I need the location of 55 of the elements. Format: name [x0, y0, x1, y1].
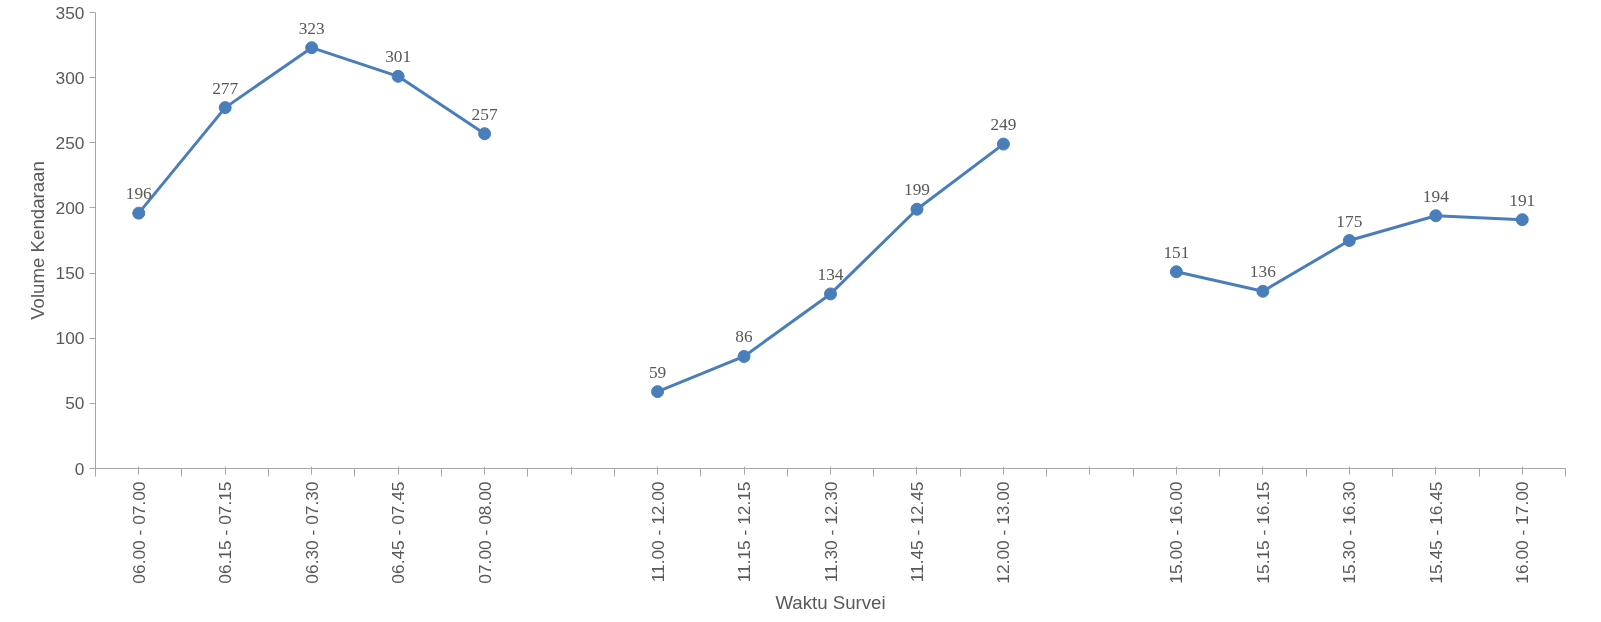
- x-tick-label: 06.15 - 07.15: [215, 481, 236, 584]
- y-tick-label: 150: [55, 263, 85, 284]
- data-label: 249: [990, 115, 1017, 135]
- data-label: 301: [385, 47, 412, 67]
- x-tick-label: 15.30 - 16.30: [1339, 481, 1360, 584]
- data-label: 175: [1336, 211, 1363, 231]
- data-label: 136: [1249, 262, 1277, 282]
- x-tick-label: 15.45 - 16.45: [1425, 481, 1446, 584]
- y-tick-label: 100: [55, 328, 85, 349]
- x-tick-label: 11.00 - 12.00: [647, 481, 668, 583]
- point: [651, 385, 665, 399]
- x-tick-label: 07.00 - 08.00: [474, 481, 495, 584]
- y-tick-label: 350: [55, 2, 85, 23]
- data-label: 134: [817, 264, 844, 284]
- y-axis-title: Volume Kendaraan: [26, 161, 48, 320]
- x-tick-label: 11.15 - 12.15: [734, 481, 755, 583]
- x-axis-title: Waktu Survei: [775, 591, 886, 613]
- data-label: 277: [212, 78, 239, 98]
- point: [1342, 234, 1356, 247]
- data-label: 194: [1422, 186, 1450, 206]
- x-tick-label: 06.30 - 07.30: [301, 481, 322, 584]
- x-tick-label: 16.00 - 17.00: [1512, 481, 1533, 584]
- data-label: 59: [648, 362, 667, 382]
- point: [1429, 209, 1443, 223]
- point: [218, 101, 232, 115]
- x-tick-label: 12.00 - 13.00: [993, 481, 1014, 584]
- point: [132, 206, 146, 220]
- y-tick-label: 250: [55, 132, 85, 153]
- y-tick-label: 200: [55, 197, 85, 218]
- x-tick-label: 11.45 - 12.45: [906, 481, 927, 583]
- data-label: 86: [735, 327, 754, 347]
- point: [305, 41, 319, 55]
- y-tick-label: 300: [55, 67, 85, 88]
- x-tick-label: 15.15 - 16.15: [1252, 481, 1273, 584]
- point: [391, 69, 405, 83]
- point: [1515, 213, 1529, 227]
- x-tick-label: 15.00 - 16.00: [1166, 481, 1187, 584]
- point: [737, 349, 751, 363]
- data-label: 191: [1509, 190, 1536, 210]
- data-label: 199: [903, 180, 930, 200]
- x-tick-label: 06.45 - 07.45: [388, 481, 409, 584]
- data-label: 151: [1163, 242, 1190, 262]
- point: [996, 137, 1010, 151]
- x-tick-label: 06.00 - 07.00: [128, 481, 149, 584]
- point: [824, 287, 837, 301]
- point: [478, 127, 492, 141]
- point: [910, 202, 924, 216]
- data-label: 196: [125, 184, 153, 204]
- data-label: 257: [471, 104, 498, 124]
- point: [1169, 265, 1183, 279]
- y-tick-label: 0: [74, 458, 85, 479]
- point: [1256, 284, 1270, 298]
- x-tick-label: 11.30 - 12.30: [820, 481, 841, 583]
- data-label: 323: [298, 18, 325, 38]
- y-tick-label: 50: [65, 393, 85, 414]
